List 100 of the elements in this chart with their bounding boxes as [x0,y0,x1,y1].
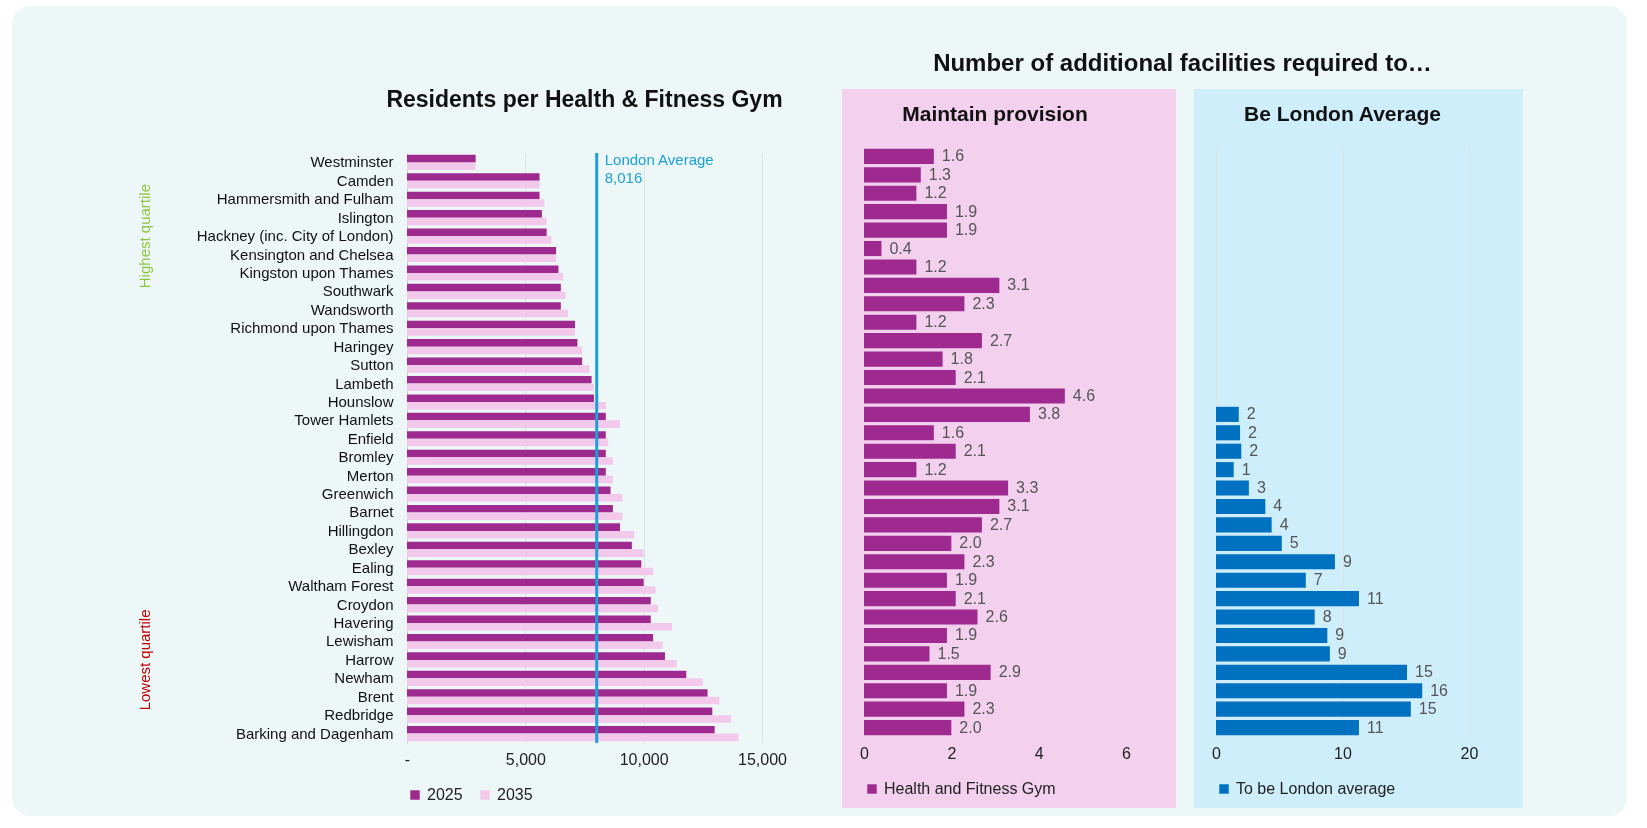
bar [407,309,568,318]
bar [1216,646,1330,662]
text: 2.1 [963,442,986,460]
text: 2 [1248,423,1257,441]
text: 4 [1279,515,1289,533]
y-tick-label: Lewisham [325,632,394,650]
bar [864,480,1009,496]
bar [864,591,956,607]
bar [864,443,956,459]
bar [1216,406,1239,422]
text: 15 [1418,700,1437,718]
bar [864,222,947,238]
text: 1 [1241,460,1251,478]
text: 2.0 [959,718,982,736]
y-tick-label: Redbridge [324,706,394,724]
text: Highest quartile [136,183,153,289]
y-tick-label: Merton [346,466,394,484]
bar [407,715,732,723]
y-tick-label: Greenwich [321,485,394,503]
text: Number of additional facilities required to… [932,48,1433,78]
bar [407,567,654,576]
bar [1216,498,1266,515]
bar [864,277,1000,293]
text: 1.9 [954,571,978,589]
text: 0.4 [889,239,912,257]
text: 2.1 [963,368,986,386]
bar [407,328,576,336]
bar [864,627,947,644]
x-tick-label: 6 [1122,744,1132,762]
x-tick-label: 2 [947,744,957,762]
bar [407,383,594,392]
bar [407,707,713,716]
bar [1216,480,1249,496]
bar [407,375,592,384]
text: 2.9 [998,663,1021,681]
text: 1.6 [941,423,965,441]
legend-label: Health and Fitness Gym [884,780,1056,797]
text: 2.3 [972,294,995,312]
bar [407,210,542,218]
text: 9 [1342,552,1352,570]
bar [407,236,552,244]
x-tick-label: 10 [1334,744,1352,762]
bar [407,689,708,697]
bar [864,388,1065,404]
bar [864,701,965,717]
text: 2.7 [989,331,1013,349]
bar [864,314,917,330]
legend-label: 2035 [497,786,533,803]
text: 15 [1415,663,1433,681]
bar [407,291,566,299]
text: 3.1 [1007,497,1030,515]
y-tick-label: Camden [336,171,394,189]
bar [1216,591,1359,607]
bar [864,720,952,736]
chart-title: Be London Average [1244,102,1441,125]
x-tick-label: 10,000 [619,750,669,768]
text: 1.2 [924,313,947,331]
y-tick-label: Havering [333,614,394,632]
bar [407,523,620,531]
y-tick-label: Richmond upon Thames [230,319,394,337]
bar [407,623,673,631]
bar [407,659,677,668]
bar [407,254,557,263]
bar [864,664,991,680]
text: 2.3 [972,552,995,570]
text: 3.1 [1007,276,1030,294]
y-tick-label: Bromley [338,448,394,466]
text: 1.8 [950,350,973,368]
bar [407,438,609,447]
y-tick-label: Southwark [322,282,394,300]
bar [407,604,658,613]
bar [407,162,476,170]
bar [1216,720,1359,736]
bar [407,475,613,484]
y-tick-label: Hillingdon [327,521,394,539]
bar [864,204,947,220]
bar [407,339,578,347]
text: 16 [1430,681,1448,699]
y-tick-label: Waltham Forest [288,577,395,595]
bar [1216,609,1315,625]
y-tick-label: Bexley [348,540,394,558]
bar [1216,425,1241,441]
bar [407,678,703,686]
text: 11 [1366,718,1384,736]
bar [407,420,620,428]
text: 2 [1249,442,1259,460]
text: 2.1 [963,589,986,607]
text: 5 [1289,534,1299,552]
text: 3.8 [1037,405,1061,423]
bar [864,683,947,699]
y-tick-label: Hounslow [327,392,394,410]
bar [864,462,917,478]
bar [1216,627,1328,644]
bar [407,633,654,642]
text: 4 [1273,497,1283,515]
y-tick-label: Ealing [351,558,394,576]
bar [864,535,952,551]
bar [407,272,564,281]
text: 1.9 [954,202,978,220]
y-tick-label: Barking and Dagenham [235,724,394,742]
